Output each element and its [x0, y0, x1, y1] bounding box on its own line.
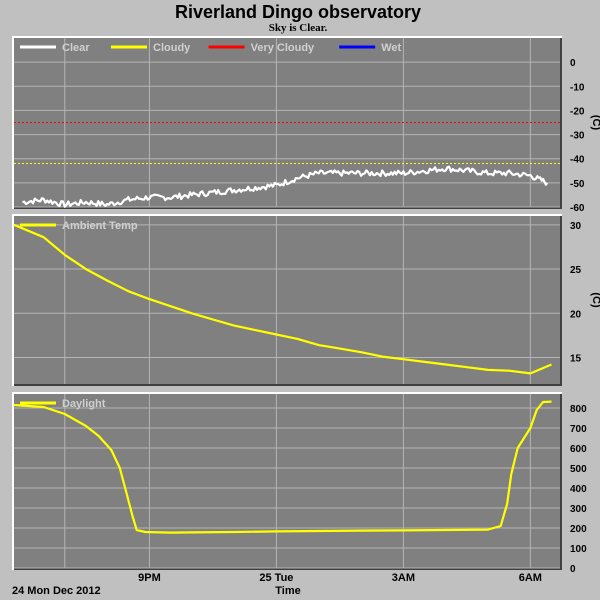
- series-line-clear: [22, 165, 549, 208]
- y-tick-label: 200: [570, 524, 587, 535]
- y-tick-label: 500: [570, 464, 587, 475]
- y-tick-label: -30: [570, 131, 585, 142]
- y-tick-label: 15: [570, 353, 582, 364]
- chart-subtitle: Sky is Clear.: [269, 22, 328, 34]
- y-tick-label: 700: [570, 424, 587, 435]
- y-unit-label: (C): [590, 292, 600, 308]
- ambient-temp-panel: 15 20 25 30 (C) Ambient Temp: [12, 214, 600, 386]
- legend-label: Wet: [381, 42, 401, 54]
- x-tick-label: 3AM: [392, 572, 415, 584]
- y-tick-label: -40: [570, 155, 585, 166]
- y-tick-label: 0: [570, 58, 576, 69]
- y-tick-label: 400: [570, 484, 587, 495]
- plot-area: [14, 216, 560, 384]
- y-tick-label: 25: [570, 265, 582, 276]
- y-tick-label: -20: [570, 106, 585, 117]
- series-line-daylight: [13, 400, 552, 534]
- x-axis-ticks: 9PM 25 Tue 3AM 6AM: [138, 572, 542, 584]
- x-tick-label: 9PM: [138, 572, 161, 584]
- legend-label: Cloudy: [153, 42, 191, 54]
- series-line-ambient-temp: [13, 223, 552, 375]
- y-tick-label: -10: [570, 82, 585, 93]
- y-tick-label: 100: [570, 544, 587, 555]
- plot-area: [14, 394, 560, 568]
- x-tick-label: 6AM: [519, 572, 542, 584]
- y-tick-label: 300: [570, 504, 587, 515]
- chart-title: Riverland Dingo observatory: [175, 2, 421, 22]
- y-tick-label: 30: [570, 221, 582, 232]
- y-tick-label: 20: [570, 309, 582, 320]
- date-label: 24 Mon Dec 2012: [12, 585, 101, 597]
- y-tick-label: 800: [570, 404, 587, 415]
- y-unit-label: (C): [590, 115, 600, 131]
- y-tick-label: 0: [570, 564, 576, 575]
- legend-label: Daylight: [62, 398, 106, 410]
- y-tick-label: 600: [570, 444, 587, 455]
- x-axis-label: Time: [275, 585, 300, 597]
- legend-label: Very Cloudy: [251, 42, 315, 54]
- legend-label: Clear: [62, 42, 90, 54]
- y-tick-label: -60: [570, 203, 585, 214]
- y-tick-label: -50: [570, 179, 585, 190]
- daylight-panel: 0 100 200 300 400 500 600 700 800 Daylight: [12, 392, 587, 575]
- legend-label: Ambient Temp: [62, 220, 138, 232]
- sky-panel: 0 -10 -20 -30 -40 -50 -60 (C) Clear Cloudy Very Cl…: [12, 36, 600, 214]
- x-tick-label: 25 Tue: [259, 572, 293, 584]
